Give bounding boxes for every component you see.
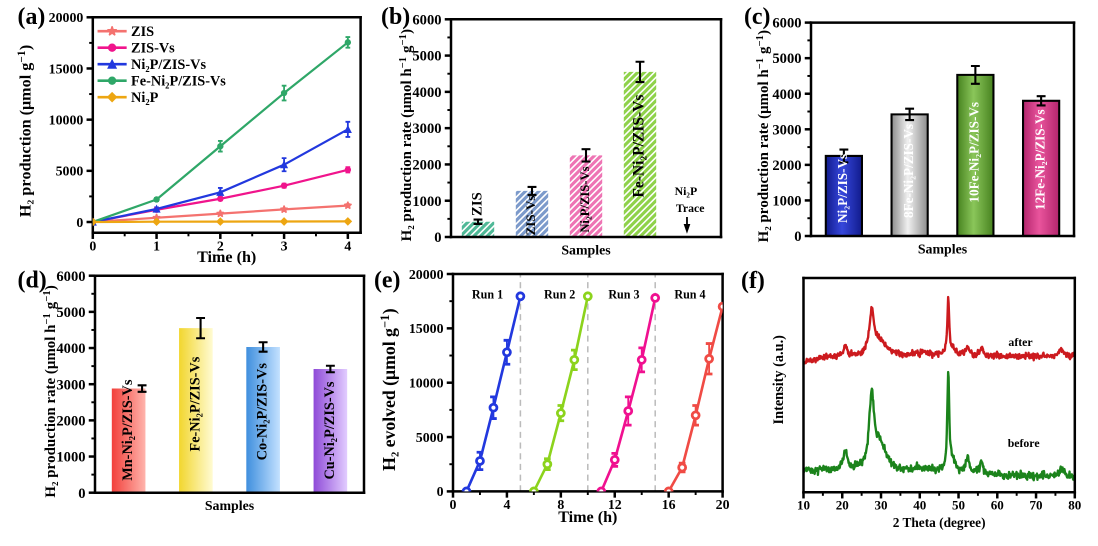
svg-text:Ni₂P/ZIS-Vs: Ni₂P/ZIS-Vs [131,57,206,73]
svg-text:ZIS-Vs: ZIS-Vs [131,41,175,57]
svg-text:Ni₂P/ZIS-Vs: Ni₂P/ZIS-Vs [835,154,850,223]
svg-text:Cu-Ni₂P/ZIS-Vs: Cu-Ni₂P/ZIS-Vs [322,381,338,479]
svg-text:5000: 5000 [772,51,801,67]
svg-text:3000: 3000 [56,377,85,393]
svg-text:0: 0 [450,498,457,513]
svg-text:40: 40 [913,497,927,512]
svg-text:H ₂ p: H ₂ p r o d u c t i o n r a t e ( μ m o [743,24,773,242]
svg-text:Samples: Samples [205,499,255,514]
svg-text:before: before [1008,436,1040,450]
svg-text:3: 3 [281,239,288,254]
svg-text:3000: 3000 [412,121,441,137]
svg-text:(e): (e) [374,268,400,294]
svg-text:30: 30 [874,497,888,512]
svg-text:70: 70 [1030,497,1044,512]
svg-text:0: 0 [434,230,441,246]
svg-text:2 Theta (degree): 2 Theta (degree) [893,515,986,530]
svg-text:ZIS-Vs: ZIS-Vs [523,196,538,236]
svg-text:Time (h): Time (h) [558,509,617,526]
svg-text:10000: 10000 [49,113,84,128]
svg-text:3000: 3000 [772,122,801,138]
svg-text:20000: 20000 [409,268,444,283]
svg-text:(d): (d) [18,268,47,294]
svg-text:Time (h): Time (h) [197,249,256,266]
svg-text:5000: 5000 [56,165,84,180]
svg-text:15000: 15000 [49,62,84,77]
svg-text:4000: 4000 [412,85,441,101]
svg-text:10Fe-Ni₂P/ZIS-Vs: 10Fe-Ni₂P/ZIS-Vs [967,102,982,203]
svg-text:after: after [1008,335,1032,349]
svg-text:(f): (f) [741,268,765,294]
svg-text:H ₂ p: H ₂ p r o d u c t i o n r a t e ( μ m o [30,280,60,498]
svg-text:H ₂ p: H ₂ p r o d u c t i o n r a t e ( μ m o [386,23,416,241]
svg-text:6000: 6000 [772,16,801,32]
svg-text:8Fe-Ni₂P/ZIS-Vs: 8Fe-Ni₂P/ZIS-Vs [901,124,916,218]
svg-text:15000: 15000 [409,322,444,337]
svg-text:5000: 5000 [56,305,85,321]
svg-text:2000: 2000 [56,413,85,429]
svg-text:6000: 6000 [412,12,441,28]
svg-text:1000: 1000 [56,450,85,466]
svg-text:ZIS: ZIS [131,24,154,40]
svg-text:8: 8 [557,498,564,513]
svg-text:4: 4 [503,498,510,513]
svg-text:4: 4 [344,239,351,254]
svg-text:Samples: Samples [918,242,968,257]
svg-text:H ₂ p: H ₂ p r o d u c t i o n ( μ m o l g ) − [5,39,35,217]
svg-text:50: 50 [952,497,966,512]
svg-text:Intensity (a.u.): Intensity (a.u.) [771,335,787,425]
svg-text:5000: 5000 [416,431,444,446]
svg-text:0: 0 [76,216,83,231]
svg-text:Fe-Ni₂P/ZIS-Vs: Fe-Ni₂P/ZIS-Vs [131,74,226,90]
svg-text:2000: 2000 [412,157,441,173]
svg-text:1: 1 [153,239,160,254]
svg-text:10: 10 [797,497,811,512]
svg-text:Run 1: Run 1 [472,288,503,302]
svg-text:(b): (b) [381,4,410,30]
svg-text:(c): (c) [744,4,771,30]
svg-text:5000: 5000 [412,49,441,65]
svg-text:0: 0 [437,485,444,500]
svg-text:60: 60 [991,497,1005,512]
svg-text:20: 20 [836,497,850,512]
svg-text:Ni₂P: Ni₂P [675,184,698,198]
svg-text:Run 3: Run 3 [608,288,639,302]
svg-text:Run 2: Run 2 [544,288,575,302]
svg-text:Fe-Ni₂P/ZIS-Vs: Fe-Ni₂P/ZIS-Vs [631,95,648,198]
svg-text:20: 20 [716,498,730,513]
svg-text:4000: 4000 [56,341,85,357]
svg-text:Ni₂P/ZIS-Vs: Ni₂P/ZIS-Vs [578,166,592,232]
svg-text:2: 2 [217,239,224,254]
svg-text:10000: 10000 [409,377,444,392]
svg-text:Mn-Ni₂P/ZIS-Vs: Mn-Ni₂P/ZIS-Vs [120,379,136,481]
svg-text:0: 0 [89,239,96,254]
svg-text:80: 80 [1068,497,1082,512]
svg-text:Fe-Ni₂P/ZIS-Vs: Fe-Ni₂P/ZIS-Vs [187,356,203,451]
svg-text:0: 0 [794,229,801,245]
svg-text:(a): (a) [18,4,46,30]
svg-text:0: 0 [78,486,85,502]
svg-text:ZIS: ZIS [470,192,486,216]
svg-text:1000: 1000 [412,194,441,210]
svg-text:Trace: Trace [676,201,705,215]
svg-text:4000: 4000 [772,87,801,103]
svg-text:20000: 20000 [49,11,84,26]
svg-text:1000: 1000 [772,193,801,209]
svg-text:6000: 6000 [56,269,85,285]
svg-text:16: 16 [662,498,676,513]
svg-text:Ni₂P: Ni₂P [131,90,159,106]
svg-text:12: 12 [608,498,622,513]
svg-text:Run 4: Run 4 [674,288,705,302]
svg-text:Samples: Samples [561,243,611,258]
svg-text:Co-Ni₂P/ZIS-Vs: Co-Ni₂P/ZIS-Vs [255,363,271,461]
svg-text:12Fe-Ni₂P/ZIS-Vs: 12Fe-Ni₂P/ZIS-Vs [1032,109,1047,210]
svg-text:2000: 2000 [772,158,801,174]
svg-text:H ₂ e: H ₂ e v o l v e d ( μ m o l g ) − 1 [369,303,400,471]
